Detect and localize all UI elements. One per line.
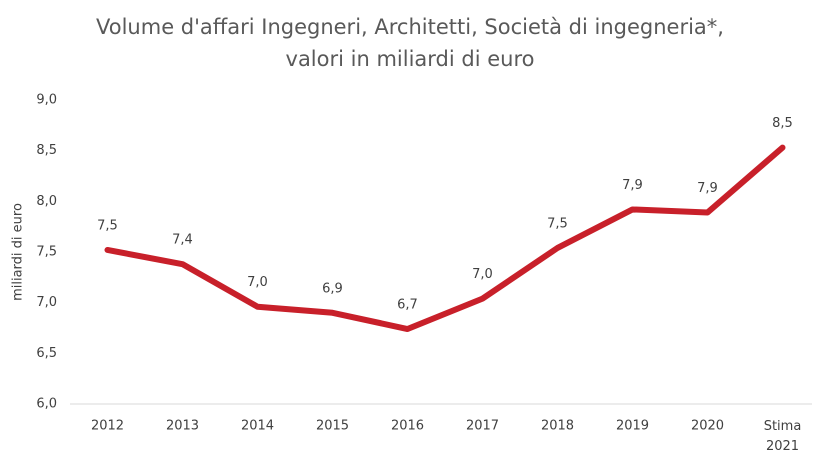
data-label: 7,0 [247,275,268,290]
y-tick-label: 8,0 [36,194,57,209]
x-tick-label: 2016 [391,419,424,434]
y-tick-label: 9,0 [36,93,57,108]
y-tick-label: 6,5 [36,346,57,361]
data-label: 7,0 [472,267,493,282]
y-tick-label: 8,5 [36,143,57,158]
chart-title: Volume d'affari Ingegneri, Architetti, S… [96,15,724,39]
y-tick-label: 6,0 [36,397,57,412]
data-label: 7,9 [697,181,718,196]
data-label: 8,5 [772,116,793,131]
data-label: 7,9 [622,178,643,193]
x-tick-label: 2018 [541,419,574,434]
x-tick-label: Stima 2021 [764,419,802,454]
x-tick-label: 2017 [466,419,499,434]
data-label: 6,7 [397,298,418,313]
data-label: 7,4 [172,233,193,248]
x-tick-label: 2019 [616,419,649,434]
x-tick-label: 2012 [91,419,124,434]
x-tick-label: 2015 [316,419,349,434]
y-axis-label: miliardi di euro [11,203,26,301]
data-label: 6,9 [322,281,343,296]
chart-title: valori in miliardi di euro [286,47,535,71]
y-tick-label: 7,5 [36,245,57,260]
line [104,144,786,333]
y-tick-label: 7,0 [36,295,57,310]
data-label: 7,5 [97,218,118,233]
data-label: 7,5 [547,216,568,231]
x-tick-label: 2020 [691,419,724,434]
x-tick-label: 2013 [166,419,199,434]
x-tick-label: 2014 [241,419,274,434]
